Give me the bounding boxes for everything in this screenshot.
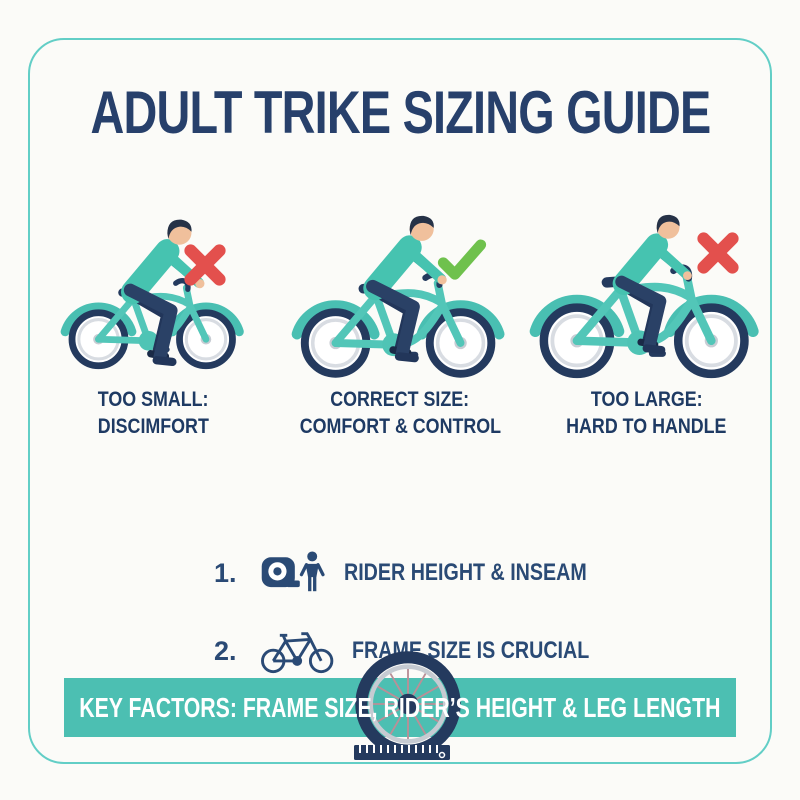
- page-title-text: ADULT TRIKE SIZING GUIDE: [89, 79, 711, 146]
- measuring-tape-and-person-icon: [260, 549, 328, 597]
- cross-icon: [182, 242, 228, 288]
- bicycle-icon: [260, 627, 336, 675]
- cyclist-too-large-illustration: [524, 188, 770, 380]
- panel-correct-size-label: CORRECT SIZE: COMFORT & CONTROL: [277, 386, 524, 441]
- panel-too-large-label-line1: TOO LARGE:: [590, 388, 703, 411]
- panel-too-large-label-line2: HARD TO HANDLE: [566, 415, 727, 439]
- factor-item-1: 1. RIDER HEIGHT & INSEAM: [214, 548, 587, 598]
- panel-correct-size-label-line1: CORRECT SIZE:: [330, 388, 470, 411]
- panel-correct-size: CORRECT SIZE: COMFORT & CONTROL: [277, 188, 524, 441]
- panel-too-small: TOO SMALL: DISCIMFORT: [30, 188, 277, 441]
- cyclist-too-small-illustration: [30, 188, 276, 380]
- page-title: ADULT TRIKE SIZING GUIDE: [0, 78, 800, 147]
- ruler-icon: [354, 745, 450, 760]
- cyclist-correct-size-illustration: [277, 188, 523, 380]
- check-icon: [437, 238, 486, 284]
- panel-too-small-label-line2: DISCIMFORT: [97, 415, 209, 439]
- panel-too-large: TOO LARGE: HARD TO HANDLE: [523, 188, 770, 441]
- factor-1-text: RIDER HEIGHT & INSEAM: [344, 559, 587, 586]
- panel-too-large-label: TOO LARGE: HARD TO HANDLE: [523, 386, 770, 441]
- panel-too-small-label: TOO SMALL: DISCIMFORT: [30, 386, 277, 441]
- factor-item-2: 2. FRAME SIZE IS CRUCIAL: [214, 626, 589, 676]
- factor-2-number: 2.: [214, 635, 237, 666]
- cross-icon: [695, 230, 741, 276]
- factor-1-number: 1.: [214, 557, 237, 588]
- sizing-factors-list: 1. RIDER HEIGHT & INSEAM: [214, 548, 589, 704]
- key-factors-banner-text: KEY FACTORS: FRAME SIZE, RIDER’S HEIGHT …: [79, 691, 721, 723]
- sizing-comparison-row: TOO SMALL: DISCIMFORT CORRECT SIZE: COMF…: [30, 188, 770, 441]
- panel-too-small-label-line1: TOO SMALL:: [97, 388, 209, 411]
- panel-correct-size-label-line2: COMFORT & CONTROL: [299, 415, 501, 439]
